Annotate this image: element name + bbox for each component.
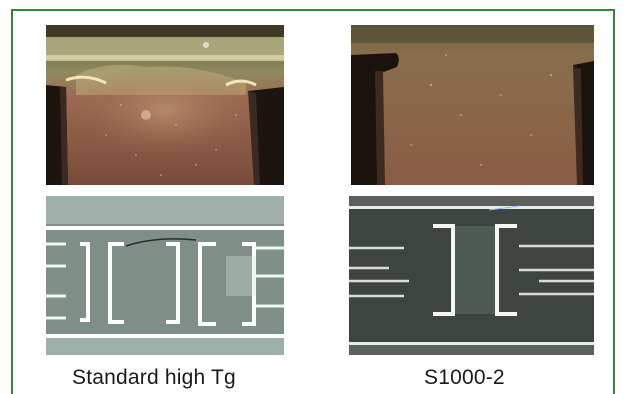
- cross-section-photo-standard-high-tg-bottom: [46, 196, 284, 355]
- cross-section-image: [46, 196, 284, 355]
- cross-section-photo-s1000-2-bottom: [349, 196, 594, 355]
- cross-section-photo-standard-high-tg-top: [46, 25, 284, 185]
- cross-section-image: [351, 25, 594, 185]
- cross-section-image: [46, 25, 284, 185]
- caption-standard-high-tg: Standard high Tg: [72, 366, 236, 389]
- caption-s1000-2: S1000-2: [424, 366, 505, 389]
- cross-section-photo-s1000-2-top: [351, 25, 594, 185]
- cross-section-image: [349, 196, 594, 355]
